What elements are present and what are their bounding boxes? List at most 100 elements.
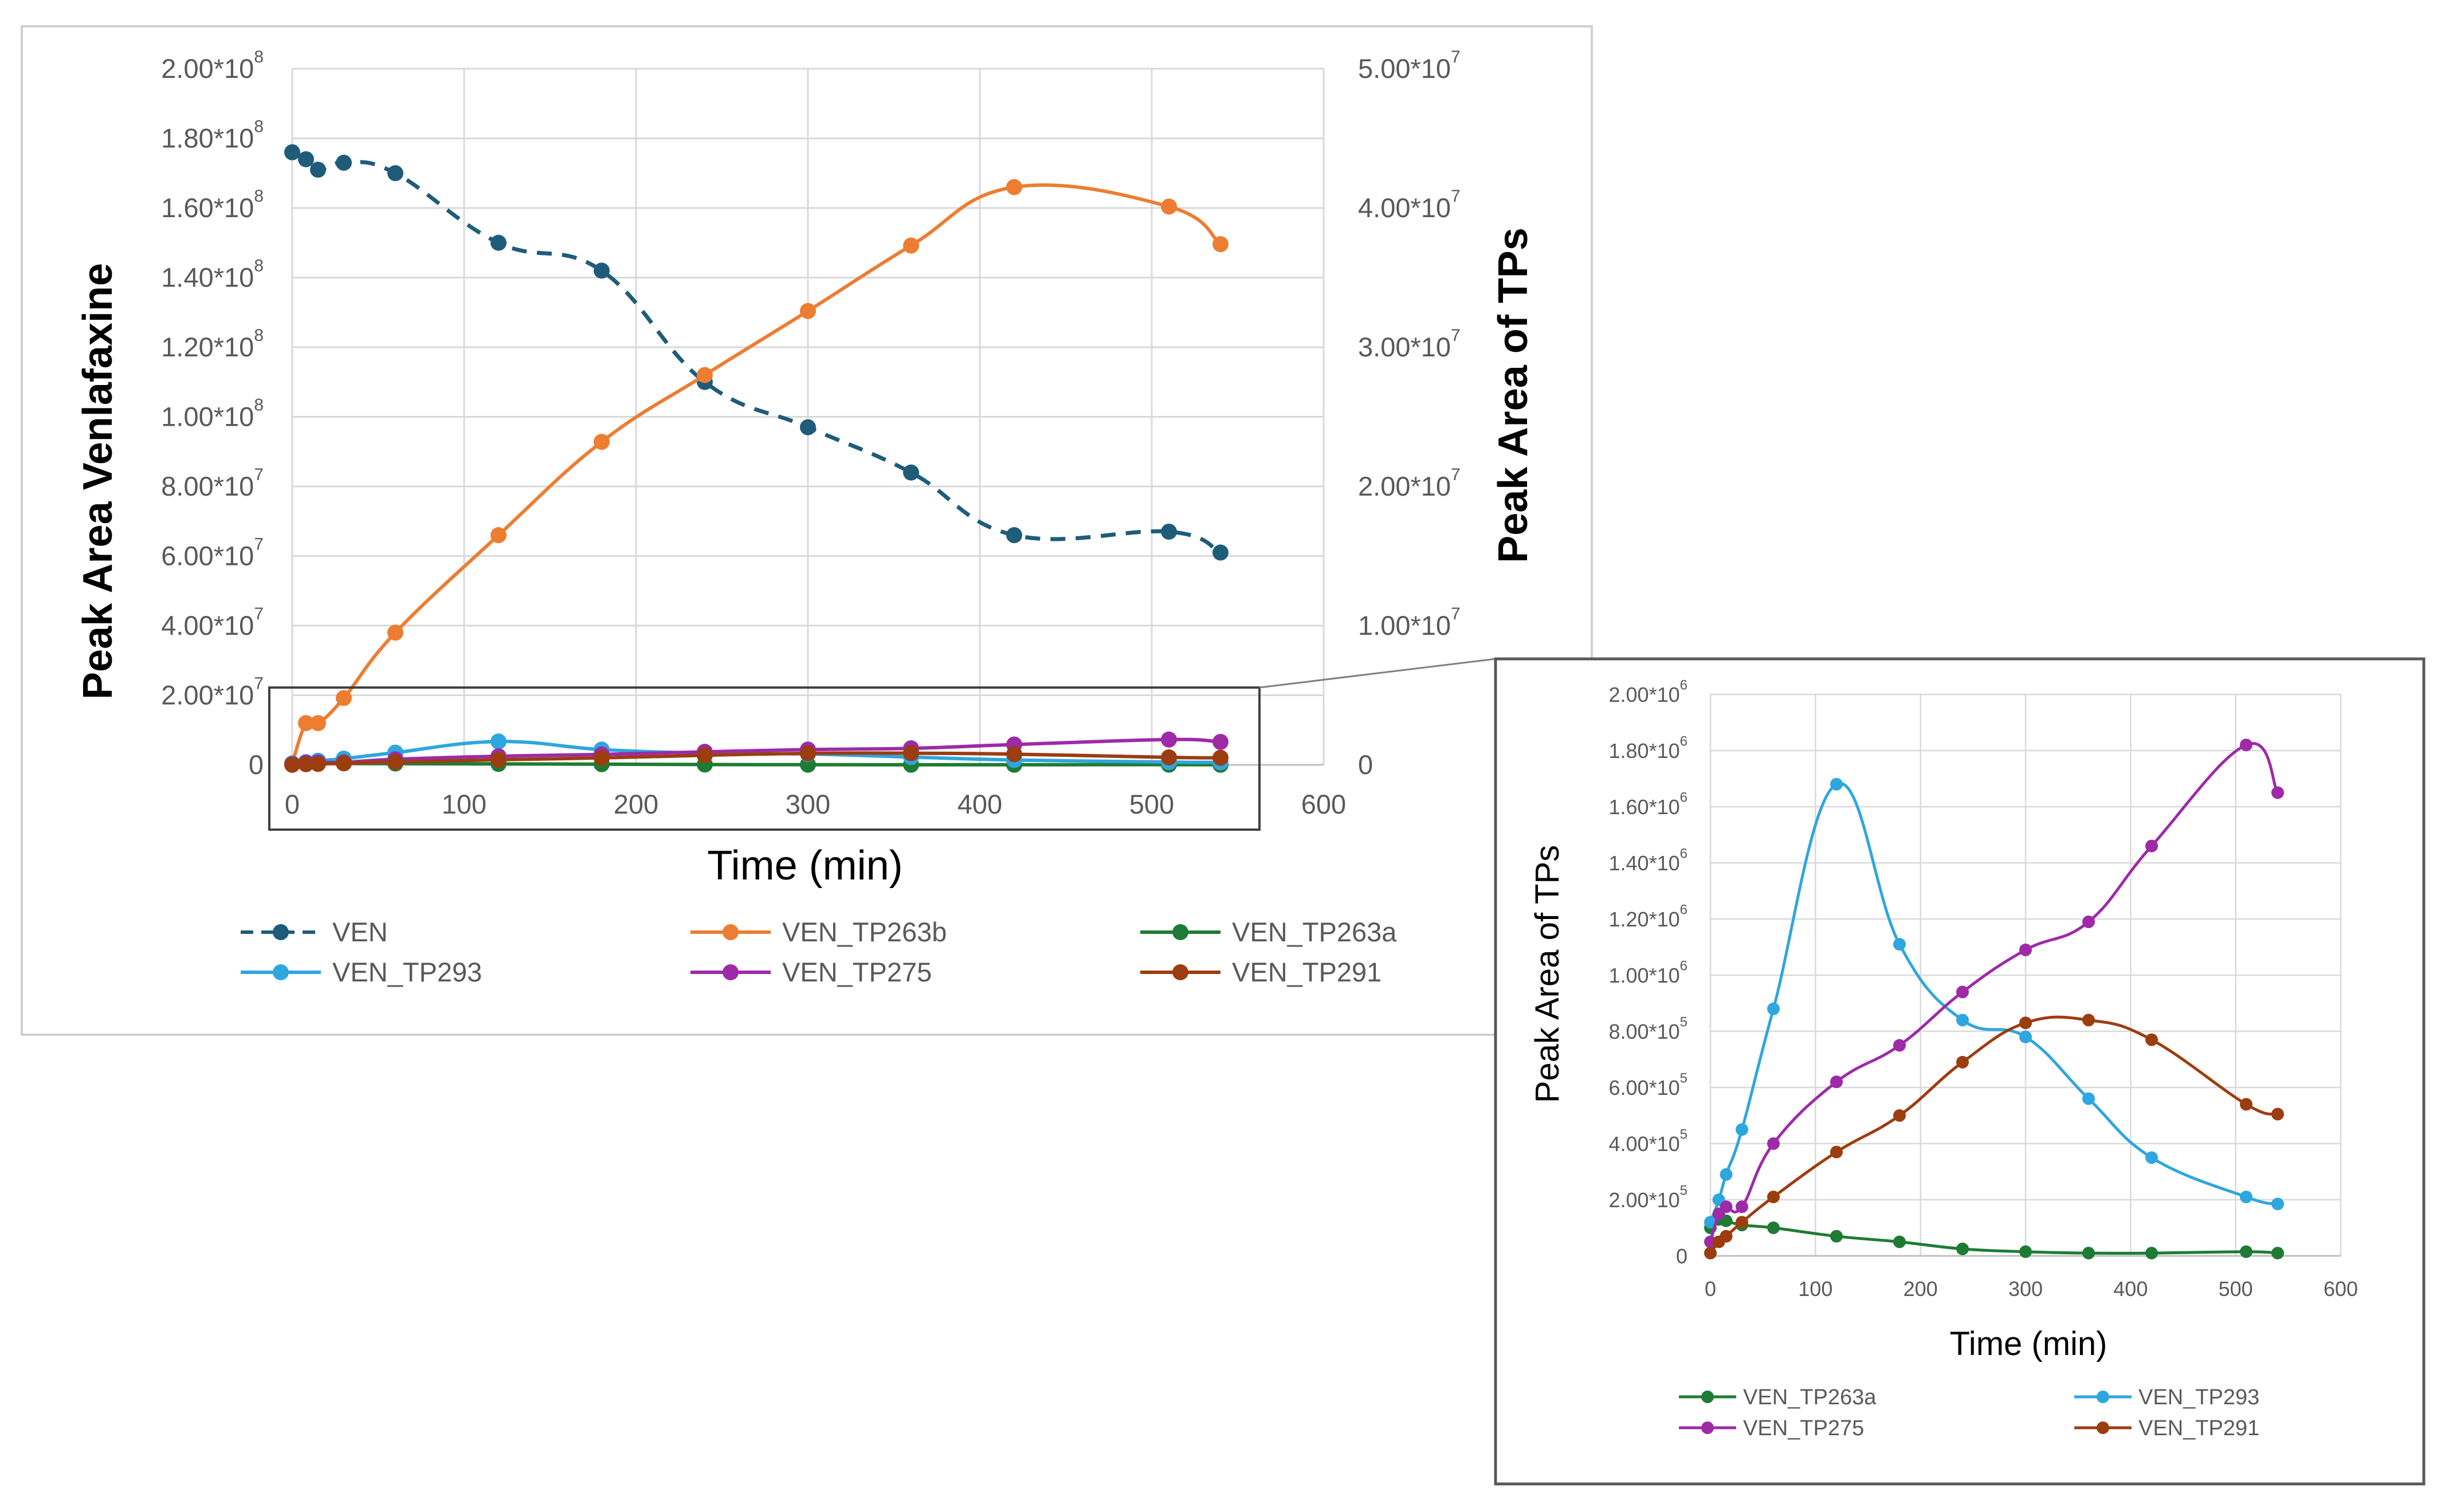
main-legend-marker-VEN_TP293	[273, 964, 289, 980]
main-point-VEN_TP263b	[490, 527, 507, 544]
inset-x-tick-label: 300	[2008, 1277, 2043, 1301]
main-point-VEN_TP263b	[310, 715, 326, 732]
main-y2-tick-label: 3.00*107	[1358, 326, 1461, 362]
inset-point-VEN_TP263a	[2082, 1247, 2095, 1260]
main-point-VEN_TP263b	[1161, 198, 1177, 215]
zoom-connector	[1259, 658, 1496, 689]
main-point-VEN_TP291	[490, 752, 507, 768]
inset-point-VEN_TP275	[2271, 786, 2284, 799]
main-legend-label-VEN_TP263b: VEN_TP263b	[782, 917, 947, 947]
main-point-VEN_TP263b	[1006, 179, 1022, 195]
main-point-VEN	[310, 162, 326, 178]
main-y-tick-label: 8.00*107	[161, 465, 264, 501]
main-point-VEN_TP291	[336, 755, 352, 772]
inset-point-VEN_TP291	[1830, 1145, 1843, 1158]
main-y-tick-label: 1.40*108	[161, 257, 264, 293]
inset-y-tick-label: 1.20*106	[1609, 902, 1687, 931]
main-y-tick-label: 1.00*108	[161, 396, 264, 432]
inset-point-VEN_TP291	[2145, 1033, 2158, 1046]
inset-point-VEN_TP275	[2019, 943, 2032, 956]
inset-x-tick-label: 400	[2113, 1277, 2148, 1301]
inset-x-tick-label: 600	[2324, 1277, 2358, 1301]
main-legend-marker-VEN_TP263a	[1172, 924, 1188, 940]
main-point-VEN_TP263b	[697, 367, 713, 383]
main-point-VEN_TP293	[490, 733, 507, 750]
main-y-tick-label: 1.20*108	[161, 326, 264, 362]
main-x-tick-label: 100	[442, 789, 486, 819]
inset-x-tick-label: 0	[1705, 1277, 1716, 1301]
zoom-region-box	[268, 686, 1261, 831]
inset-point-VEN_TP291	[2082, 1014, 2095, 1027]
main-y-axis-title: Peak Area Venlafaxine	[75, 263, 121, 700]
inset-legend: VEN_TP263a VEN_TP293 VEN_TP275 VEN_TP291	[1679, 1385, 2259, 1440]
inset-x-tick-label: 200	[1904, 1277, 1938, 1301]
main-y-tick-label: 2.00*107	[161, 674, 264, 710]
main-point-VEN	[903, 464, 919, 481]
inset-point-VEN_TP275	[1720, 1200, 1733, 1213]
inset-x-axis-title: Time (min)	[1950, 1325, 2108, 1362]
inset-point-VEN_TP291	[1704, 1247, 1717, 1260]
main-point-VEN_TP291	[387, 753, 403, 770]
main-point-VEN	[284, 144, 300, 160]
inset-point-VEN_TP275	[2082, 915, 2095, 928]
main-legend-label-VEN_TP263a: VEN_TP263a	[1232, 917, 1397, 947]
inset-point-VEN_TP275	[2145, 839, 2158, 853]
inset-legend-marker-VEN_TP275	[1701, 1421, 1714, 1434]
inset-point-VEN_TP291	[1893, 1109, 1906, 1122]
inset-point-VEN_TP263a	[1893, 1235, 1906, 1248]
main-point-VEN_TP291	[697, 747, 713, 764]
main-point-VEN	[594, 262, 610, 279]
main-x-tick-label: 0	[285, 789, 300, 819]
main-point-VEN_TP263b	[336, 690, 352, 706]
main-point-VEN_TP291	[1006, 746, 1022, 763]
main-series	[284, 144, 1229, 773]
inset-point-VEN_TP293	[2019, 1030, 2032, 1043]
main-point-VEN_TP291	[310, 756, 326, 772]
main-legend-marker-VEN	[273, 924, 289, 940]
inset-point-VEN_TP263a	[2019, 1245, 2032, 1258]
inset-axes: 0 2.00*105 4.00*105 6.00*105 8.00*105 1.00*10…	[1529, 677, 2358, 1362]
main-chart-frame	[21, 25, 1593, 1036]
inset-legend-label-VEN_TP263a: VEN_TP263a	[1743, 1385, 1877, 1409]
inset-point-VEN_TP291	[2240, 1098, 2252, 1111]
inset-y-tick-label: 6.00*105	[1609, 1070, 1687, 1099]
main-point-VEN	[298, 151, 314, 167]
main-point-VEN_TP291	[284, 756, 300, 773]
inset-legend-marker-VEN_TP263a	[1701, 1391, 1714, 1403]
inset-point-VEN_TP291	[1736, 1216, 1748, 1229]
main-legend-label-VEN_TP293: VEN_TP293	[332, 957, 482, 987]
main-point-VEN_TP291	[1161, 749, 1177, 765]
inset-legend-label-VEN_TP291: VEN_TP291	[2138, 1416, 2259, 1440]
main-legend-marker-VEN_TP291	[1172, 964, 1188, 980]
inset-point-VEN_TP263a	[1830, 1230, 1843, 1243]
inset-point-VEN_TP293	[1767, 1002, 1780, 1015]
main-y2-tick-label: 2.00*107	[1358, 465, 1461, 501]
main-legend-label-VEN_TP275: VEN_TP275	[782, 957, 932, 987]
main-point-VEN_TP291	[594, 749, 610, 766]
main-point-VEN	[1212, 544, 1229, 561]
inset-point-VEN_TP291	[1767, 1191, 1780, 1204]
main-point-VEN_TP263b	[387, 625, 403, 641]
inset-legend-label-VEN_TP293: VEN_TP293	[2138, 1385, 2259, 1409]
inset-point-VEN_TP275	[1956, 985, 1969, 999]
main-point-VEN_TP291	[800, 745, 816, 761]
main-y-tick-label: 1.80*108	[161, 117, 264, 154]
inset-point-VEN_TP263a	[2271, 1247, 2284, 1260]
inset-chart-frame	[1494, 657, 2426, 1486]
main-x-tick-label: 500	[1129, 789, 1174, 819]
main-point-VEN_TP275	[1161, 731, 1177, 748]
main-legend-label-VEN_TP291: VEN_TP291	[1232, 957, 1382, 987]
main-legend-marker-VEN_TP275	[723, 964, 739, 980]
inset-legend-marker-VEN_TP291	[2097, 1421, 2109, 1434]
main-point-VEN_TP263b	[298, 715, 314, 732]
inset-y-axis-title: Peak Area of TPs	[1529, 845, 1566, 1103]
main-x-tick-label: 600	[1301, 789, 1346, 819]
main-point-VEN_TP263b	[800, 303, 816, 319]
main-y2-tick-label: 0	[1358, 749, 1373, 780]
inset-point-VEN_TP275	[2240, 739, 2252, 752]
inset-x-tick-label: 500	[2219, 1277, 2253, 1301]
main-point-VEN_TP263b	[903, 237, 919, 254]
main-y2-tick-label: 1.00*107	[1358, 604, 1461, 641]
inset-legend-marker-VEN_TP293	[2097, 1391, 2109, 1403]
